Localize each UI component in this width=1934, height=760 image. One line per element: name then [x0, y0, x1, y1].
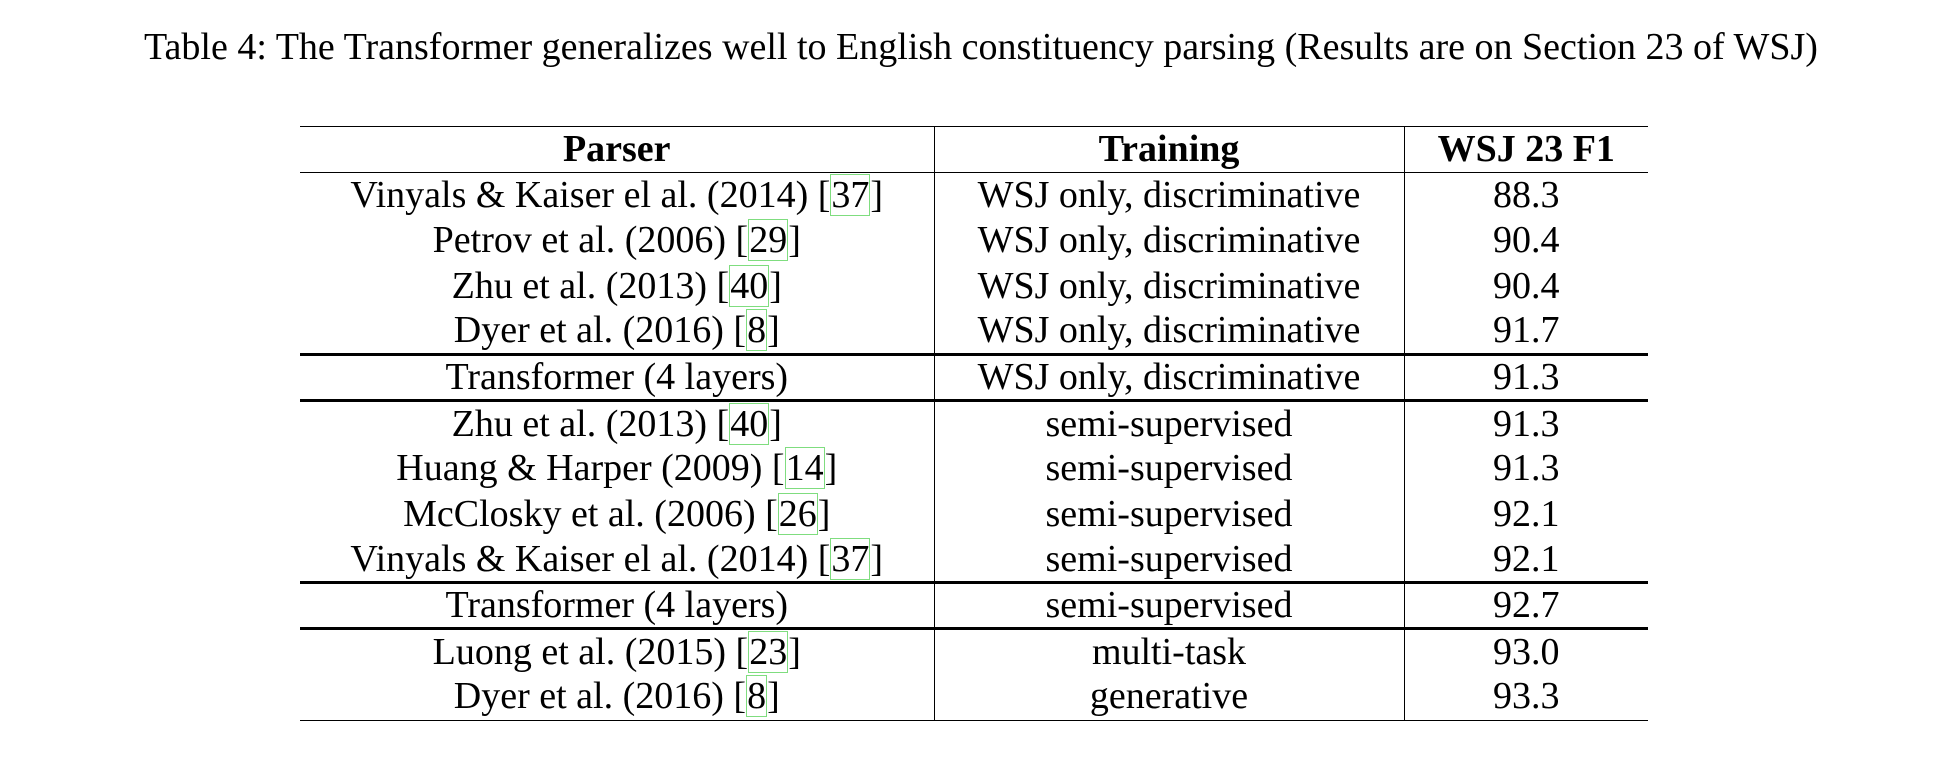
- cell-parser: Zhu et al. (2013) [40]: [300, 398, 934, 447]
- cell-parser: McClosky et al. (2006) [26]: [300, 492, 934, 538]
- table-row: Zhu et al. (2013) [40] semi-supervised 91.…: [300, 398, 1648, 447]
- table-row: Vinyals & Kaiser el al. (2014) [37] semi-…: [300, 537, 1648, 583]
- header-training: Training: [933, 126, 1404, 173]
- table-row: Dyer et al. (2016) [8] generative 93.3: [300, 674, 1648, 721]
- cell-f1: 93.0: [1403, 627, 1648, 675]
- cell-training: WSJ only, discriminative: [933, 308, 1404, 355]
- cell-training: WSJ only, discriminative: [933, 263, 1404, 309]
- citation-link[interactable]: 29: [748, 218, 789, 261]
- parser-name: Dyer et al. (2016) [: [453, 309, 747, 352]
- citation-link[interactable]: 40: [729, 264, 770, 307]
- parser-name: McClosky et al. (2006) [: [403, 492, 778, 535]
- table-caption: Table 4: The Transformer generalizes wel…: [144, 26, 1818, 68]
- table-header-row: Parser Training WSJ 23 F1: [300, 126, 1648, 173]
- parser-name: Transformer (4 layers): [445, 584, 789, 627]
- cell-parser: Luong et al. (2015) [23]: [300, 627, 934, 675]
- cell-f1: 91.3: [1403, 446, 1648, 492]
- cell-parser: Transformer (4 layers): [300, 581, 934, 629]
- table-row: Transformer (4 layers) WSJ only, discrimi…: [300, 352, 1648, 401]
- cell-training: semi-supervised: [933, 398, 1404, 447]
- table-row: Huang & Harper (2009) [14] semi-supervise…: [300, 446, 1648, 492]
- citation-link[interactable]: 14: [784, 447, 825, 490]
- citation-link[interactable]: 37: [830, 173, 871, 216]
- cell-parser: Zhu et al. (2013) [40]: [300, 263, 934, 309]
- cell-f1: 92.7: [1403, 581, 1648, 629]
- table-row: Transformer (4 layers) semi-supervised 92.…: [300, 581, 1648, 629]
- table-row: Zhu et al. (2013) [40] WSJ only, discrimi…: [300, 263, 1648, 309]
- cell-f1: 88.3: [1403, 172, 1648, 218]
- cell-f1: 93.3: [1403, 674, 1648, 721]
- results-table: Parser Training WSJ 23 F1 Vinyals & Kais…: [300, 126, 1648, 721]
- citation-link[interactable]: 8: [746, 309, 768, 352]
- citation-link[interactable]: 37: [830, 537, 871, 580]
- citation-link[interactable]: 40: [729, 402, 770, 445]
- cell-f1: 92.1: [1403, 537, 1648, 583]
- citation-link[interactable]: 26: [777, 492, 818, 535]
- citation-close-bracket: ]: [788, 218, 801, 261]
- citation-link[interactable]: 23: [748, 630, 789, 673]
- parser-name: Vinyals & Kaiser el al. (2014) [: [350, 173, 831, 216]
- cell-training: generative: [933, 674, 1404, 721]
- cell-training: WSJ only, discriminative: [933, 172, 1404, 218]
- table-row: Luong et al. (2015) [23] multi-task 93.0: [300, 627, 1648, 675]
- cell-parser: Huang & Harper (2009) [14]: [300, 446, 934, 492]
- citation-close-bracket: ]: [767, 309, 780, 352]
- table-row: Petrov et al. (2006) [29] WSJ only, discr…: [300, 217, 1648, 264]
- header-f1: WSJ 23 F1: [1403, 126, 1648, 173]
- cell-f1: 91.3: [1403, 352, 1648, 401]
- cell-training: semi-supervised: [933, 446, 1404, 492]
- citation-close-bracket: ]: [788, 630, 801, 673]
- cell-f1: 90.4: [1403, 263, 1648, 309]
- cell-f1: 90.4: [1403, 217, 1648, 264]
- parser-name: Transformer (4 layers): [445, 355, 789, 398]
- cell-f1: 91.7: [1403, 308, 1648, 355]
- cell-parser: Petrov et al. (2006) [29]: [300, 218, 934, 264]
- parser-name: Zhu et al. (2013) [: [451, 264, 730, 307]
- cell-parser: Vinyals & Kaiser el al. (2014) [37]: [300, 172, 934, 218]
- parser-name: Luong et al. (2015) [: [432, 630, 749, 673]
- citation-close-bracket: ]: [870, 537, 884, 580]
- cell-training: semi-supervised: [933, 537, 1404, 583]
- cell-parser: Dyer et al. (2016) [8]: [300, 309, 934, 355]
- parser-name: Petrov et al. (2006) [: [432, 218, 749, 261]
- citation-close-bracket: ]: [769, 402, 782, 445]
- cell-training: multi-task: [933, 627, 1404, 675]
- citation-close-bracket: ]: [824, 447, 838, 490]
- table-row: Dyer et al. (2016) [8] WSJ only, discrimi…: [300, 308, 1648, 355]
- citation-close-bracket: ]: [870, 173, 884, 216]
- parser-name: Vinyals & Kaiser el al. (2014) [: [350, 537, 831, 580]
- header-parser: Parser: [300, 126, 934, 173]
- cell-f1: 92.1: [1403, 491, 1648, 538]
- cell-training: semi-supervised: [933, 581, 1404, 629]
- citation-close-bracket: ]: [817, 492, 831, 535]
- parser-name: Dyer et al. (2016) [: [453, 675, 747, 718]
- cell-training: semi-supervised: [933, 491, 1404, 538]
- citation-close-bracket: ]: [769, 264, 782, 307]
- table-row: McClosky et al. (2006) [26] semi-supervis…: [300, 491, 1648, 538]
- parser-name: Zhu et al. (2013) [: [451, 402, 730, 445]
- cell-parser: Dyer et al. (2016) [8]: [300, 674, 934, 721]
- cell-parser: Transformer (4 layers): [300, 352, 934, 401]
- cell-parser: Vinyals & Kaiser el al. (2014) [37]: [300, 537, 934, 583]
- cell-f1: 91.3: [1403, 398, 1648, 447]
- citation-link[interactable]: 8: [746, 675, 768, 718]
- cell-training: WSJ only, discriminative: [933, 352, 1404, 401]
- table-row: Vinyals & Kaiser el al. (2014) [37] WSJ o…: [300, 172, 1648, 218]
- citation-close-bracket: ]: [767, 675, 780, 718]
- parser-name: Huang & Harper (2009) [: [396, 447, 785, 490]
- cell-training: WSJ only, discriminative: [933, 217, 1404, 264]
